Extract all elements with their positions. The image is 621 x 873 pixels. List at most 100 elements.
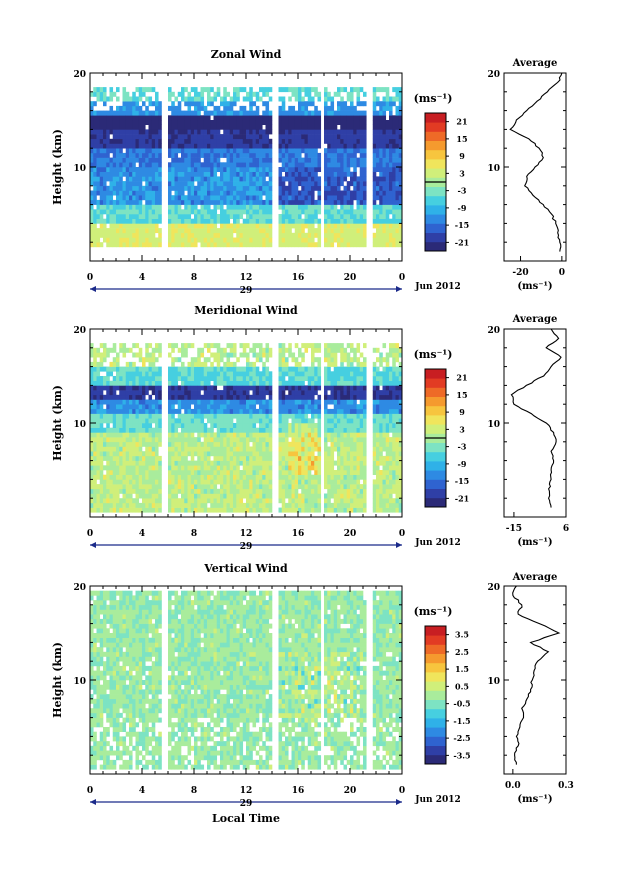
heatmap-cell: [220, 366, 224, 372]
heatmap-cell: [207, 390, 211, 396]
heatmap-cell: [190, 204, 195, 210]
heatmap-cell: [187, 134, 192, 140]
heatmap-cell: [249, 148, 253, 154]
heatmap-cell: [376, 223, 380, 229]
heatmap-cell: [168, 96, 172, 102]
heatmap-cell: [99, 214, 104, 219]
heatmap-cell: [268, 115, 273, 121]
heatmap-cell: [301, 441, 305, 447]
heatmap-cell: [242, 352, 247, 358]
heatmap-cell: [233, 138, 237, 144]
heatmap-cell: [168, 134, 172, 140]
heatmap-cell: [242, 376, 247, 381]
heatmap-cell: [242, 115, 247, 121]
heatmap-cell: [324, 209, 328, 215]
heatmap-cell: [249, 152, 253, 158]
heatmap-cell: [262, 460, 266, 466]
heatmap-cell: [236, 408, 240, 414]
heatmap-cell: [132, 176, 136, 182]
heatmap-cell: [187, 437, 192, 443]
heatmap-cell: [288, 143, 292, 149]
heatmap-cell: [106, 502, 110, 508]
heatmap-cell: [155, 157, 159, 163]
heatmap-cell: [356, 195, 361, 201]
heatmap-cell: [138, 185, 143, 191]
heatmap-cell: [307, 185, 312, 191]
heatmap-cell: [174, 115, 179, 121]
heatmap-cell: [395, 190, 400, 196]
heatmap-cell: [353, 162, 357, 168]
heatmap-cell: [203, 185, 208, 191]
heatmap-cell: [327, 152, 331, 158]
heatmap-cell: [151, 214, 156, 219]
heatmap-cell: [106, 162, 110, 168]
heatmap-cell: [112, 157, 117, 163]
heatmap-cell: [148, 199, 153, 205]
heatmap-cell: [379, 242, 383, 248]
heatmap-cell: [210, 498, 214, 504]
heatmap-cell: [207, 124, 211, 130]
heatmap-cell: [376, 232, 380, 238]
heatmap-cell: [301, 190, 305, 196]
heatmap-cell: [90, 138, 94, 144]
heatmap-cell: [145, 171, 149, 177]
heatmap-cell: [223, 507, 227, 513]
heatmap-cell: [138, 493, 143, 499]
heatmap-cell: [181, 223, 185, 229]
heatmap-cell: [122, 91, 127, 97]
heatmap-cell: [242, 120, 247, 125]
heatmap-cell: [148, 502, 153, 508]
heatmap-cell: [288, 451, 292, 457]
heatmap-cell: [145, 408, 149, 414]
heatmap-cell: [174, 446, 179, 452]
heatmap-cell: [298, 441, 302, 447]
heatmap-cell: [181, 162, 185, 168]
heatmap-cell: [203, 167, 208, 172]
heatmap-cell: [200, 507, 205, 513]
heatmap-cell: [93, 347, 97, 353]
heatmap-cell: [307, 176, 312, 182]
heatmap-cell: [220, 432, 224, 438]
heatmap-cell: [184, 371, 188, 377]
heatmap-cell: [132, 455, 136, 461]
heatmap-cell: [96, 91, 101, 97]
heatmap-cell: [112, 228, 117, 234]
heatmap-cell: [109, 498, 114, 504]
heatmap-cell: [142, 124, 146, 130]
heatmap-cell: [174, 418, 179, 424]
heatmap-cell: [294, 484, 299, 490]
heatmap-cell: [226, 394, 231, 400]
heatmap-cell: [298, 455, 302, 461]
heatmap-cell: [96, 162, 101, 168]
heatmap-cell: [181, 371, 185, 377]
heatmap-cell: [216, 465, 221, 471]
heatmap-cell: [265, 446, 270, 452]
heatmap-cell: [138, 120, 143, 125]
heatmap-cell: [239, 242, 244, 248]
heatmap-cell: [207, 148, 211, 154]
heatmap-cell: [356, 223, 361, 229]
heatmap-cell: [233, 498, 237, 504]
heatmap-cell: [229, 455, 234, 461]
heatmap-cell: [239, 385, 244, 391]
heatmap-cell: [103, 455, 107, 461]
heatmap-cell: [242, 446, 247, 452]
heatmap-cell: [184, 479, 188, 485]
heatmap-cell: [294, 470, 299, 475]
heatmap-cell: [155, 474, 159, 480]
heatmap-cell: [220, 376, 224, 381]
heatmap-cell: [174, 181, 179, 187]
heatmap-cell: [327, 157, 331, 163]
heatmap-cell: [181, 199, 185, 205]
heatmap-cell: [288, 204, 292, 210]
heatmap-cell: [142, 455, 146, 461]
heatmap-cell: [135, 232, 140, 238]
heatmap-cell: [116, 427, 120, 433]
heatmap-cell: [116, 181, 120, 187]
heatmap-cell: [220, 199, 224, 205]
heatmap-cell: [207, 427, 211, 433]
heatmap-cell: [350, 124, 354, 130]
heatmap-cell: [90, 488, 94, 494]
colorbar-swatch: [425, 205, 446, 215]
heatmap-cell: [158, 507, 162, 513]
